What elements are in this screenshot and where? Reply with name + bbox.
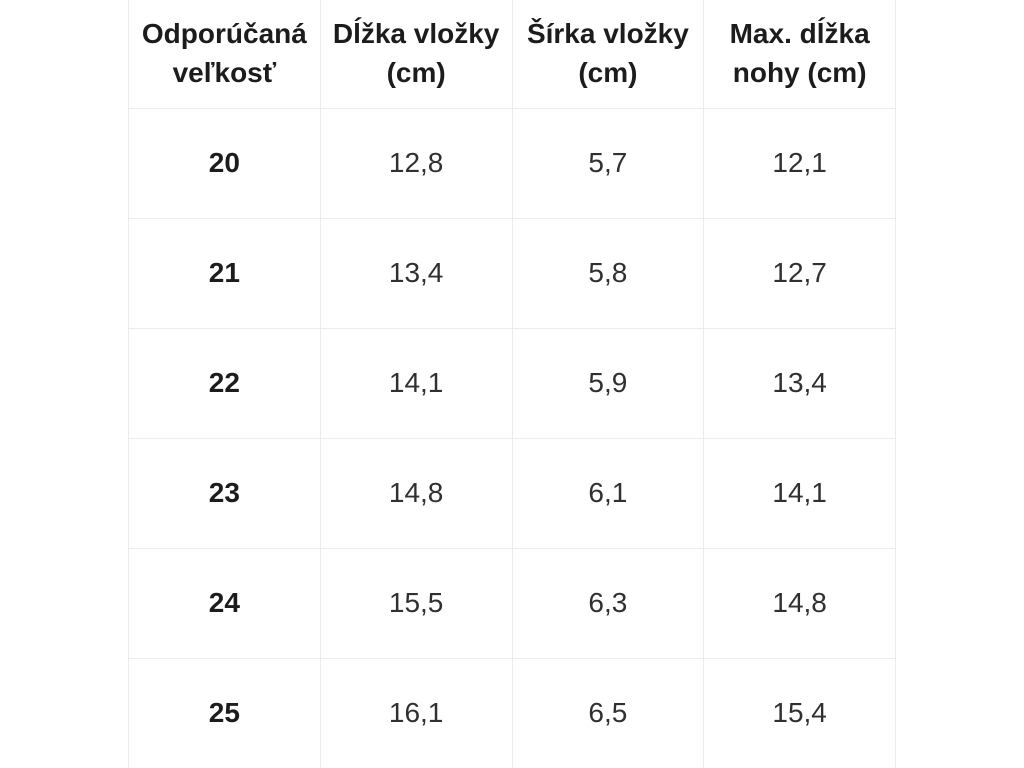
cell-max-foot-length: 14,1 <box>703 438 896 549</box>
table-row: 25 16,1 6,5 15,4 <box>128 658 896 768</box>
cell-insole-width: 6,1 <box>511 438 705 549</box>
column-header-recommended-size: Odporúčaná veľkosť <box>128 0 321 109</box>
cell-max-foot-length: 15,4 <box>703 658 896 768</box>
cell-size: 22 <box>128 328 321 439</box>
column-header-max-foot-length: Max. dĺžka nohy (cm) <box>703 0 896 109</box>
cell-insole-width: 6,3 <box>511 548 705 659</box>
column-header-insole-width: Šírka vložky (cm) <box>511 0 705 109</box>
table-row: 24 15,5 6,3 14,8 <box>128 548 896 659</box>
cell-insole-length: 15,5 <box>319 548 513 659</box>
table-row: 21 13,4 5,8 12,7 <box>128 218 896 329</box>
cell-insole-length: 13,4 <box>319 218 513 329</box>
header-row: Odporúčaná veľkosť Dĺžka vložky (cm) Šír… <box>128 0 896 109</box>
cell-size: 25 <box>128 658 321 768</box>
cell-insole-width: 5,8 <box>511 218 705 329</box>
size-chart-table: Odporúčaná veľkosť Dĺžka vložky (cm) Šír… <box>128 0 896 768</box>
cell-size: 21 <box>128 218 321 329</box>
cell-insole-length: 14,1 <box>319 328 513 439</box>
table-row: 20 12,8 5,7 12,1 <box>128 108 896 219</box>
cell-insole-length: 16,1 <box>319 658 513 768</box>
table-row: 22 14,1 5,9 13,4 <box>128 328 896 439</box>
column-header-insole-length: Dĺžka vložky (cm) <box>319 0 513 109</box>
cell-insole-length: 14,8 <box>319 438 513 549</box>
cell-size: 23 <box>128 438 321 549</box>
cell-insole-length: 12,8 <box>319 108 513 219</box>
cell-size: 24 <box>128 548 321 659</box>
cell-max-foot-length: 12,7 <box>703 218 896 329</box>
cell-insole-width: 6,5 <box>511 658 705 768</box>
cell-insole-width: 5,7 <box>511 108 705 219</box>
cell-max-foot-length: 14,8 <box>703 548 896 659</box>
cell-max-foot-length: 13,4 <box>703 328 896 439</box>
cell-insole-width: 5,9 <box>511 328 705 439</box>
cell-size: 20 <box>128 108 321 219</box>
cell-max-foot-length: 12,1 <box>703 108 896 219</box>
table-row: 23 14,8 6,1 14,1 <box>128 438 896 549</box>
